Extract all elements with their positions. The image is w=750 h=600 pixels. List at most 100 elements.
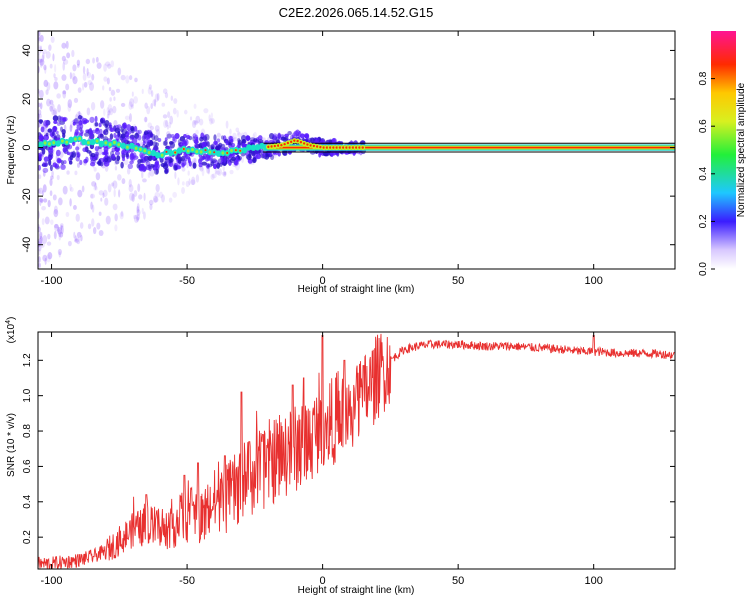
band-dot: [192, 133, 197, 139]
noise-dot: [41, 206, 46, 211]
band-dot: [195, 136, 199, 142]
noise-dot: [41, 54, 45, 63]
noise-dot: [91, 218, 95, 227]
band-dot: [90, 152, 96, 158]
y-tick-label: 0: [21, 145, 33, 151]
spectrogram-xlabel: Height of straight line (km): [298, 284, 415, 295]
band-dot: [82, 117, 88, 124]
noise-dot: [108, 108, 114, 116]
noise-dot: [105, 215, 111, 225]
noise-dot: [100, 100, 105, 109]
ridge-dot: [348, 146, 351, 149]
band-dot: [62, 146, 67, 153]
ridge-dot: [89, 138, 96, 146]
noise-dot: [156, 92, 160, 101]
band-dot: [207, 163, 213, 168]
noise-dot: [39, 235, 43, 245]
ridge-dot: [296, 139, 299, 143]
ridge-dot: [309, 144, 312, 147]
band-dot: [56, 122, 61, 126]
noise-dot: [67, 103, 72, 112]
noise-dot: [112, 105, 117, 114]
noise-dot: [232, 132, 237, 140]
noise-dot: [90, 201, 93, 210]
band-dot: [95, 127, 100, 135]
band-dot: [181, 162, 185, 168]
band-dot: [245, 135, 251, 141]
noise-dot: [38, 240, 41, 248]
noise-dot: [38, 102, 41, 108]
ridge-dot: [226, 152, 229, 155]
x-tick-label: -100: [41, 575, 63, 587]
band-dot: [164, 137, 168, 141]
noise-dot: [38, 197, 44, 203]
band-dot: [202, 136, 208, 142]
noise-dot: [111, 182, 115, 187]
band-dot: [89, 116, 95, 123]
y-tick-label: 1.2: [22, 353, 33, 367]
noise-dot: [47, 252, 53, 260]
noise-dot: [148, 199, 154, 206]
noise-dot: [95, 172, 101, 181]
noise-dot: [53, 208, 59, 218]
band-dot: [42, 167, 49, 173]
ridge-dot: [147, 150, 151, 155]
ridge-dot: [319, 145, 322, 149]
noise-dot: [106, 63, 112, 69]
noise-dot: [172, 107, 177, 115]
noise-dot: [106, 107, 110, 114]
noise-dot: [56, 174, 60, 181]
band-dot: [223, 156, 227, 164]
noise-dot: [65, 211, 70, 217]
noise-dot: [186, 161, 189, 169]
noise-dot: [60, 223, 64, 228]
band-dot: [55, 149, 61, 157]
noise-dot: [117, 174, 122, 181]
noise-dot: [38, 122, 41, 129]
noise-dot: [216, 132, 221, 138]
noise-dot: [98, 229, 104, 237]
noise-dot: [54, 77, 58, 82]
noise-dot: [73, 231, 76, 239]
noise-dot: [51, 103, 55, 112]
ridge-dot: [95, 139, 99, 143]
noise-dot: [198, 118, 204, 126]
spectrogram-panel: -100 -50 0 50 100 -40 -20 0 20 40 Height of strai…: [6, 30, 676, 295]
noise-dot: [185, 180, 190, 188]
noise-dot: [54, 224, 59, 232]
band-dot: [169, 141, 175, 149]
band-dot: [181, 139, 187, 145]
noise-dot: [169, 115, 174, 125]
noise-dot: [38, 113, 42, 119]
x-tick-label: -50: [179, 275, 195, 287]
ridge-dot: [191, 148, 194, 152]
band-dot: [270, 154, 275, 161]
noise-dot: [38, 174, 42, 179]
noise-dot: [199, 165, 204, 172]
noise-dot: [62, 90, 67, 95]
noise-dot: [155, 184, 160, 193]
band-dot: [215, 144, 222, 151]
ridge-dot: [312, 144, 316, 148]
band-dot: [262, 152, 266, 158]
noise-dot: [193, 120, 199, 125]
band-dot: [214, 159, 219, 166]
noise-dot: [98, 211, 102, 216]
noise-dot: [136, 216, 139, 222]
noise-dot: [50, 219, 54, 225]
band-dot: [292, 132, 297, 139]
noise-dot: [74, 114, 79, 121]
noise-dot: [108, 87, 112, 92]
noise-dot: [49, 190, 53, 197]
band-dot: [73, 118, 80, 124]
noise-dot: [195, 129, 199, 135]
band-dot: [110, 150, 115, 157]
band-dot: [198, 163, 203, 168]
ridge-dot: [120, 142, 126, 149]
band-dot: [40, 126, 45, 133]
band-dot: [298, 130, 302, 138]
noise-dot: [39, 102, 43, 110]
colorbar-label: Normalized spectral amplitude: [736, 82, 747, 217]
band-dot: [52, 115, 59, 122]
band-dot: [120, 133, 126, 139]
